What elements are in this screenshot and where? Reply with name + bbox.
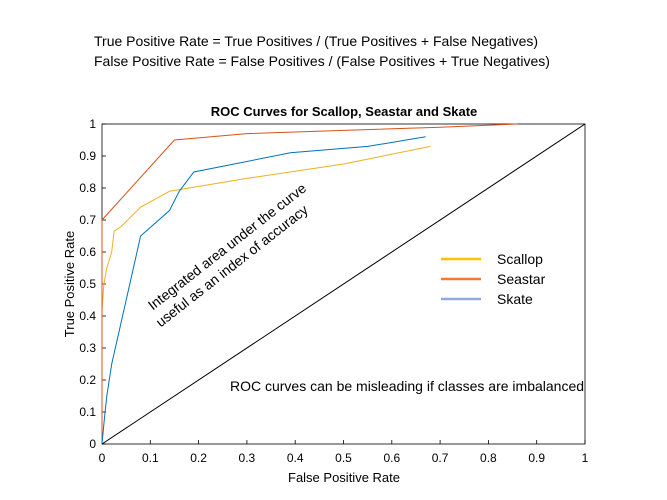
formula-fpr: False Positive Rate = False Positives / … <box>94 53 550 69</box>
x-tick-label: 0 <box>99 451 106 465</box>
legend: Scallop Seastar Skate <box>441 251 546 307</box>
y-tick-label: 0 <box>89 437 96 451</box>
annotation-text: useful as an index of accuracy <box>153 201 311 330</box>
x-tick-label: 0.9 <box>528 451 545 465</box>
formula-tpr: True Positive Rate = True Positives / (T… <box>94 33 539 49</box>
seastar-legend-label: Seastar <box>497 271 546 287</box>
y-tick-label: 0.4 <box>79 309 96 323</box>
x-tick-label: 0.6 <box>383 451 400 465</box>
annotation-text: Integrated area under the curve <box>145 180 310 313</box>
y-tick-label: 0.2 <box>79 373 96 387</box>
x-tick-label: 0.7 <box>432 451 449 465</box>
chart-title: ROC Curves for Scallop, Seastar and Skat… <box>211 104 478 119</box>
x-axis-label: False Positive Rate <box>288 470 400 485</box>
x-tick-label: 0.1 <box>142 451 159 465</box>
y-tick-label: 0.5 <box>79 277 96 291</box>
x-tick-label: 0.4 <box>287 451 304 465</box>
series-layer <box>101 123 586 445</box>
scallop-line <box>101 145 431 444</box>
y-axis-label: True Positive Rate <box>62 231 77 337</box>
x-tick-label: 0.5 <box>335 451 352 465</box>
x-tick-label: 1 <box>582 451 589 465</box>
seastar-line <box>101 123 518 444</box>
y-tick-label: 0.9 <box>79 149 96 163</box>
x-axis: 0 0.1 0.2 0.3 0.4 0.5 0.6 0.7 0.8 0.9 1 <box>99 440 589 465</box>
y-axis: 0 0.1 0.2 0.3 0.4 0.5 0.6 0.7 0.8 0.9 1 <box>79 117 106 451</box>
chance-diagonal-line <box>101 123 586 445</box>
skate-line <box>101 136 426 445</box>
y-tick-label: 0.7 <box>79 213 96 227</box>
x-tick-label: 0.3 <box>239 451 256 465</box>
y-tick-label: 0.3 <box>79 341 96 355</box>
scallop-legend-label: Scallop <box>497 251 543 267</box>
x-tick-label: 0.2 <box>190 451 207 465</box>
y-tick-label: 0.1 <box>79 405 96 419</box>
y-tick-label: 1 <box>89 117 96 131</box>
x-tick-label: 0.8 <box>480 451 497 465</box>
annotation-text: ROC curves can be misleading if classes … <box>230 378 584 394</box>
skate-legend-label: Skate <box>497 291 533 307</box>
y-tick-label: 0.6 <box>79 245 96 259</box>
y-tick-label: 0.8 <box>79 181 96 195</box>
